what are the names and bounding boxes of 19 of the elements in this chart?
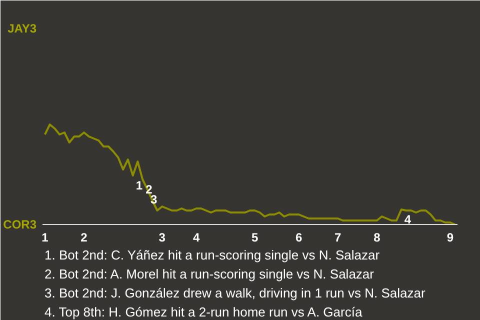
text: 1. Bot 2nd: C. Yáñez hit a run-scoring single vs N. Salazar xyxy=(44,248,380,262)
text: 2. Bot 2nd: A. Morel hit a run-scoring single vs N. Salazar xyxy=(44,266,375,282)
text: JAY3 xyxy=(8,22,37,36)
x-tick-label: 2 xyxy=(80,230,88,244)
x-tick-label: 1 xyxy=(42,230,49,244)
text: 3. Bot 2nd: J. González drew a walk, driving in 1 run vs N. Salazar xyxy=(44,286,426,300)
x-tick-label: 6 xyxy=(295,230,302,244)
annotation: 3 xyxy=(150,192,158,206)
x-tick-label: 7 xyxy=(334,230,342,244)
text: COR3 xyxy=(3,218,37,232)
x-tick-label: 9 xyxy=(446,230,454,244)
x-tick-label: 3 xyxy=(158,230,166,244)
annotation: 4 xyxy=(404,212,412,226)
x-tick-label: 5 xyxy=(252,230,259,244)
x-tick-label: 4 xyxy=(192,230,200,244)
text: 4. Top 8th: H. Gómez hit a 2-run home run vs A. García xyxy=(44,304,363,320)
annotation: 1 xyxy=(136,178,143,192)
annotation: 2 xyxy=(146,182,153,196)
x-tick-label: 8 xyxy=(374,230,381,244)
